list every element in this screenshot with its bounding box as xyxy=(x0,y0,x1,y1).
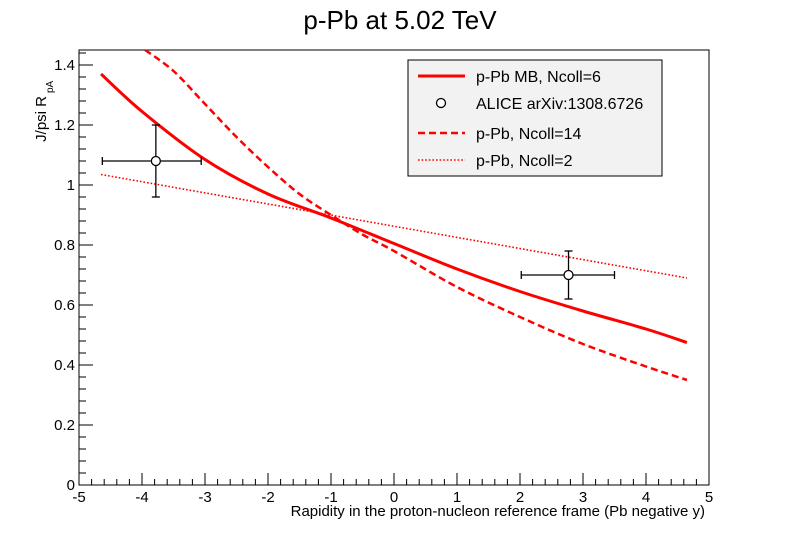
data-point-marker xyxy=(150,155,162,167)
legend-label-ncoll14: p-Pb, Ncoll=14 xyxy=(476,126,581,143)
legend-box xyxy=(407,59,663,177)
legend: p-Pb MB, Ncoll=6 ALICE arXiv:1308.6726 p… xyxy=(407,59,663,177)
x-tick-label: 5 xyxy=(705,489,713,506)
axes: -5 -4 -3 -2 -1 0 1 2 3 4 5 0 0.2 0.4 0.6 0.8 1 1.2 1.4 xyxy=(54,52,713,506)
data-points xyxy=(101,124,616,300)
x-tick-label: 4 xyxy=(642,489,650,506)
series-line-solid xyxy=(100,72,688,344)
x-tick-label: -4 xyxy=(135,489,148,506)
y-axis-label-group: J/psi R pA xyxy=(33,80,56,141)
x-axis-label: Rapidity in the proton-nucleon reference… xyxy=(291,503,705,520)
x-tick-label: -3 xyxy=(198,489,211,506)
y-tick-label: 0.8 xyxy=(54,237,75,254)
legend-label-ncoll2: p-Pb, Ncoll=2 xyxy=(476,153,573,170)
series-layer xyxy=(100,48,688,382)
y-tick-label: 0.4 xyxy=(54,357,75,374)
x-tick-label: -2 xyxy=(261,489,274,506)
series-line-dashed xyxy=(144,48,688,382)
legend-label-alice: ALICE arXiv:1308.6726 xyxy=(476,96,643,113)
series-line-dotted xyxy=(100,173,688,279)
y-axis-label: J/psi R xyxy=(33,96,50,142)
x-tick-label: 1 xyxy=(453,489,461,506)
x-tick-label: 2 xyxy=(516,489,524,506)
y-tick-label: 1 xyxy=(67,177,75,194)
data-point-marker xyxy=(563,269,574,281)
y-tick-label: 0 xyxy=(67,477,75,494)
x-tick-label: -1 xyxy=(324,489,337,506)
legend-swatch-marker xyxy=(435,97,447,109)
y-tick-label: 0.2 xyxy=(54,417,75,434)
x-tick-label: 0 xyxy=(390,489,398,506)
legend-label-mb: p-Pb MB, Ncoll=6 xyxy=(476,69,601,86)
y-tick-label: 0.6 xyxy=(54,297,75,314)
x-tick-label: -5 xyxy=(72,489,85,506)
x-tick-label: 3 xyxy=(579,489,587,506)
chart-title: p-Pb at 5.02 TeV xyxy=(303,5,497,35)
y-axis-label-subscript: pA xyxy=(45,80,56,93)
y-tick-label: 1.4 xyxy=(54,57,75,74)
y-tick-label: 1.2 xyxy=(54,117,75,134)
